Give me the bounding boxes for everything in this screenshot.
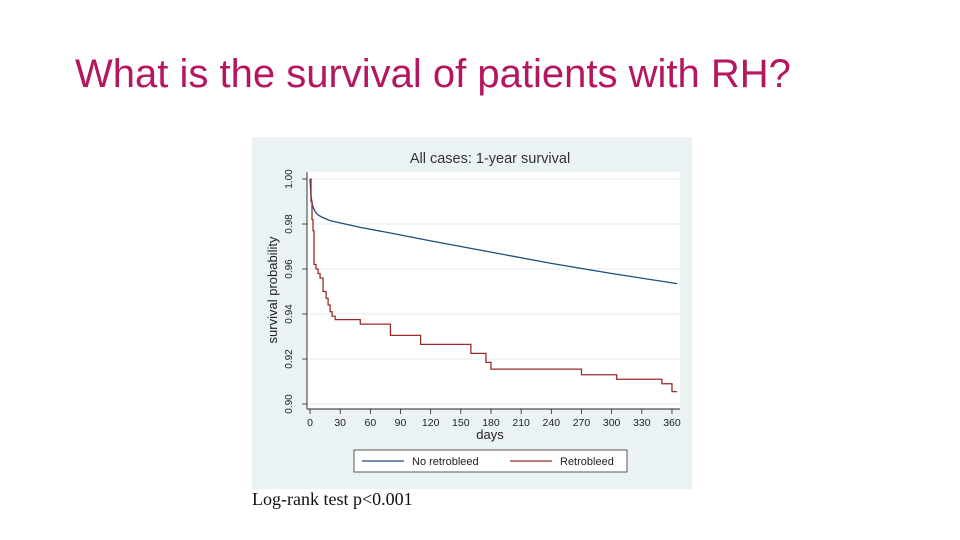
x-tick-label: 180 — [482, 417, 500, 429]
legend-label-no-retrobleed: No retrobleed — [412, 456, 479, 468]
x-tick-label: 90 — [395, 417, 407, 429]
y-tick-label: 0.98 — [284, 214, 295, 234]
legend-label-retrobleed: Retrobleed — [560, 456, 614, 468]
x-tick-label: 0 — [307, 417, 313, 429]
x-tick-label: 330 — [633, 417, 651, 429]
y-tick-label: 0.92 — [284, 349, 295, 369]
grid-layer — [307, 178, 680, 405]
chart-svg: All cases: 1-year survival 0.900.920.940… — [252, 137, 692, 489]
x-tick-label: 120 — [422, 417, 440, 429]
x-axis-label: days — [476, 427, 504, 442]
x-tick-label: 270 — [573, 417, 591, 429]
log-rank-footnote: Log-rank test p<0.001 — [252, 489, 413, 509]
x-tick-label: 30 — [334, 417, 346, 429]
series-layer — [309, 178, 678, 393]
x-tick-label: 60 — [364, 417, 376, 429]
y-tick-label: 1.00 — [284, 169, 295, 189]
legend: No retrobleed Retrobleed — [353, 449, 628, 473]
y-tick-label: 0.90 — [284, 394, 295, 414]
x-tick-label: 150 — [452, 417, 470, 429]
chart-title: All cases: 1-year survival — [410, 151, 570, 167]
x-tick-label: 300 — [603, 417, 621, 429]
x-tick-label: 360 — [663, 417, 681, 429]
y-tick-label: 0.94 — [284, 304, 295, 324]
plot-area — [307, 172, 680, 409]
slide-title: What is the survival of patients with RH… — [75, 52, 791, 96]
y-axis-label: survival probability — [265, 236, 280, 343]
series-line-retrobleed — [310, 178, 677, 393]
x-tick-label: 210 — [512, 417, 530, 429]
legend-box — [353, 449, 628, 473]
x-tick-label: 240 — [543, 417, 561, 429]
survival-chart: All cases: 1-year survival 0.90 0.92 0.94 0… — [252, 137, 692, 489]
axes-layer: 0.90 0.92 0.94 0.96 0.98 1.00 0 30 60 90 120 150 180… — [284, 169, 681, 429]
y-tick-label: 0.96 — [284, 259, 295, 279]
